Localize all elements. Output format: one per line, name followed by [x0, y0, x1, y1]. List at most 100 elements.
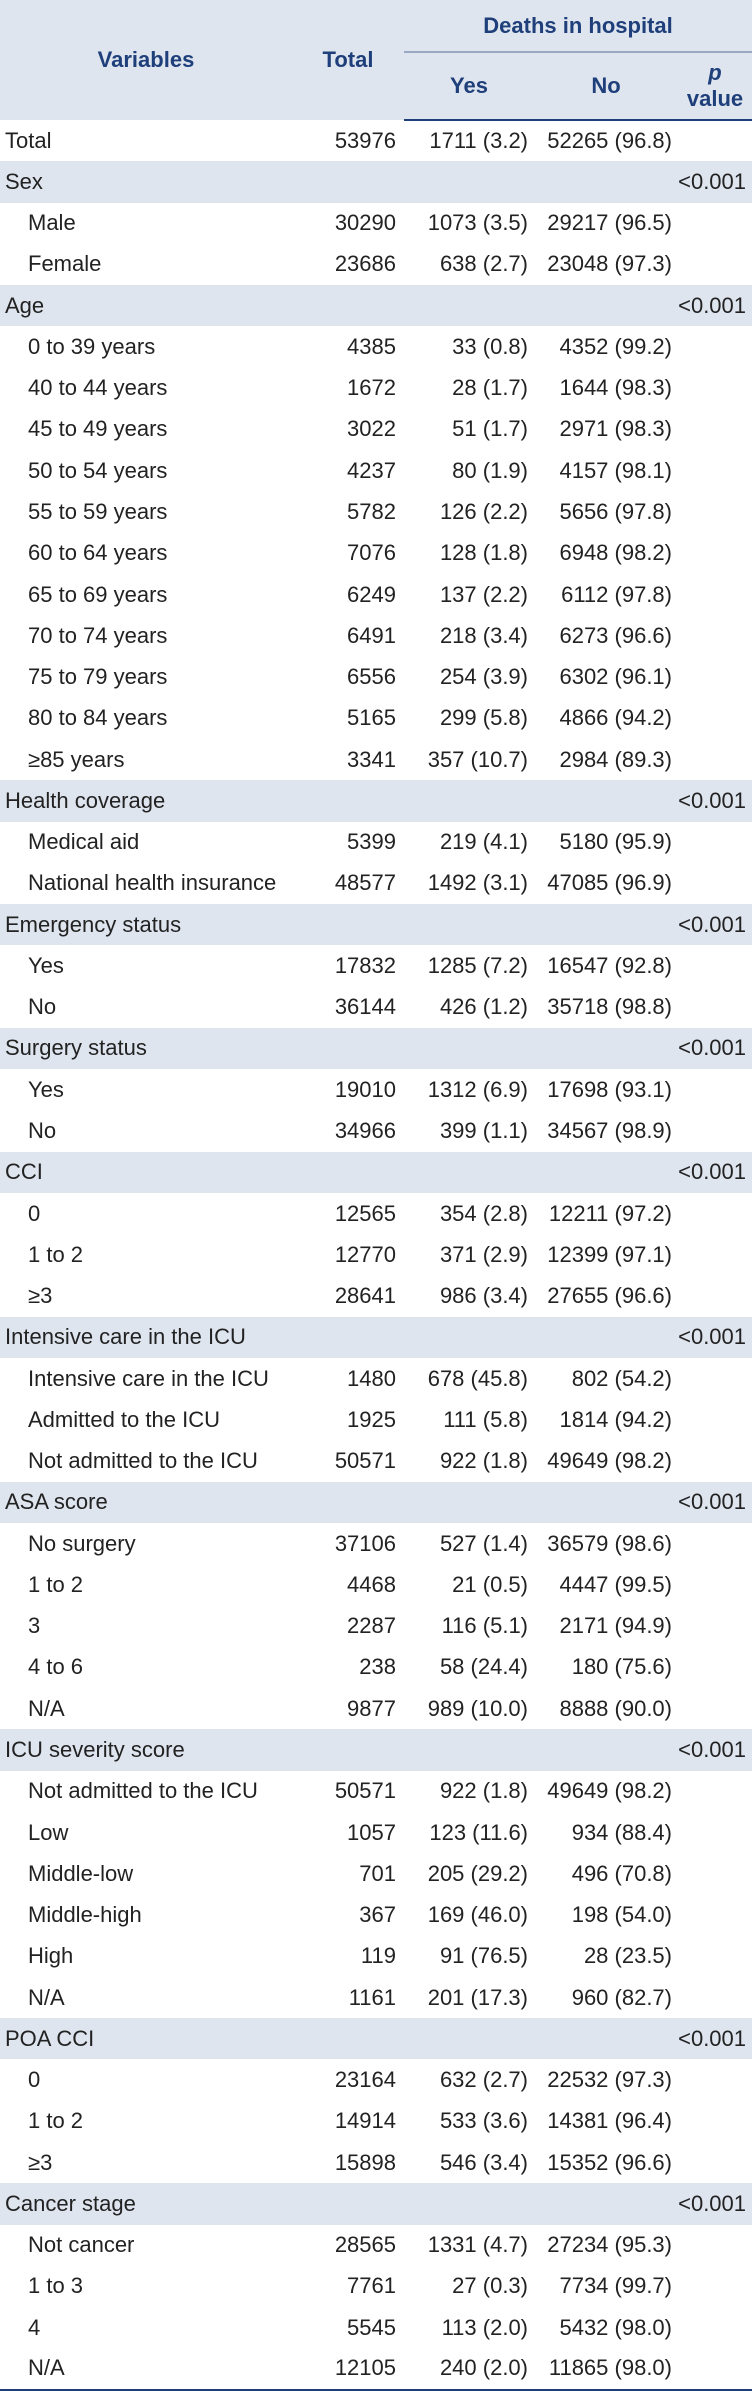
cell-total: 3341 — [292, 738, 404, 781]
cell-deaths-yes: 91 (76.5) — [404, 1935, 534, 1977]
cell-p-value — [678, 615, 752, 657]
cell-total: 4385 — [292, 326, 404, 368]
cell-deaths-no — [534, 161, 678, 203]
cell-total — [292, 780, 404, 822]
cell-deaths-no: 23048 (97.3) — [534, 243, 678, 286]
row-label: 0 — [0, 2059, 292, 2101]
cell-deaths-no — [534, 904, 678, 946]
cell-p-value — [678, 656, 752, 698]
cell-total: 1925 — [292, 1399, 404, 1441]
cell-total: 28641 — [292, 1275, 404, 1317]
cell-deaths-yes: 123 (11.6) — [404, 1811, 534, 1854]
table-row: Female 23686 638 (2.7) 23048 (97.3) — [0, 243, 752, 286]
cell-deaths-yes: 137 (2.2) — [404, 573, 534, 616]
cell-deaths-yes: 989 (10.0) — [404, 1688, 534, 1730]
table-row: No surgery 37106 527 (1.4) 36579 (98.6) — [0, 1523, 752, 1565]
row-label: 0 to 39 years — [0, 326, 292, 368]
header-total: Total — [292, 0, 404, 120]
row-label: High — [0, 1935, 292, 1977]
row-label: No — [0, 1110, 292, 1152]
cell-p-value: <0.001 — [678, 1316, 752, 1358]
row-label: 3 — [0, 1605, 292, 1647]
cell-total: 701 — [292, 1853, 404, 1895]
row-label: 80 to 84 years — [0, 697, 292, 739]
table-row: No 36144 426 (1.2) 35718 (98.8) — [0, 986, 752, 1028]
cell-p-value — [678, 2059, 752, 2101]
table-row: 60 to 64 years 7076 128 (1.8) 6948 (98.2) — [0, 532, 752, 574]
category-row: Age <0.001 — [0, 285, 752, 327]
row-label: Emergency status — [0, 904, 292, 946]
cell-deaths-no: 29217 (96.5) — [534, 202, 678, 244]
cell-deaths-yes: 33 (0.8) — [404, 326, 534, 368]
cell-p-value — [678, 2224, 752, 2266]
cell-deaths-yes: 986 (3.4) — [404, 1275, 534, 1317]
cell-total: 238 — [292, 1646, 404, 1689]
cell-deaths-no — [534, 780, 678, 822]
row-label: N/A — [0, 1688, 292, 1730]
cell-deaths-yes — [404, 161, 534, 203]
cell-deaths-yes: 1312 (6.9) — [404, 1069, 534, 1111]
cell-p-value — [678, 326, 752, 368]
cell-p-value — [678, 2348, 752, 2391]
cell-total: 1161 — [292, 1976, 404, 2019]
cell-deaths-yes: 205 (29.2) — [404, 1853, 534, 1895]
cell-p-value — [678, 2142, 752, 2184]
category-row: Surgery status <0.001 — [0, 1027, 752, 1070]
table-row: 65 to 69 years 6249 137 (2.2) 6112 (97.8) — [0, 573, 752, 616]
cell-p-value — [678, 2265, 752, 2308]
cell-total: 17832 — [292, 945, 404, 987]
cell-deaths-yes: 27 (0.3) — [404, 2265, 534, 2308]
category-row: Cancer stage <0.001 — [0, 2183, 752, 2225]
table-row: Intensive care in the ICU 1480 678 (45.8) 8… — [0, 1357, 752, 1400]
table-row: 1 to 2 12770 371 (2.9) 12399 (97.1) — [0, 1234, 752, 1276]
cell-p-value — [678, 1234, 752, 1276]
cell-total: 19010 — [292, 1069, 404, 1111]
cell-deaths-yes — [404, 2183, 534, 2225]
cell-p-value — [678, 2307, 752, 2349]
row-label: Medical aid — [0, 821, 292, 863]
cell-deaths-yes: 1331 (4.7) — [404, 2224, 534, 2266]
table-row: Yes 19010 1312 (6.9) 17698 (93.1) — [0, 1069, 752, 1111]
category-row: Intensive care in the ICU <0.001 — [0, 1316, 752, 1358]
cell-deaths-yes: 354 (2.8) — [404, 1192, 534, 1235]
cell-deaths-no: 2171 (94.9) — [534, 1605, 678, 1647]
row-label: ASA score — [0, 1481, 292, 1524]
table-row: 4 5545 113 (2.0) 5432 (98.0) — [0, 2307, 752, 2349]
cell-deaths-no: 12399 (97.1) — [534, 1234, 678, 1276]
cell-p-value — [678, 1399, 752, 1441]
cell-deaths-yes — [404, 1027, 534, 1070]
cell-deaths-no: 802 (54.2) — [534, 1357, 678, 1400]
cell-deaths-no: 496 (70.8) — [534, 1853, 678, 1895]
row-label: No — [0, 986, 292, 1028]
cell-p-value — [678, 491, 752, 533]
cell-p-value: <0.001 — [678, 1027, 752, 1070]
cell-deaths-no: 12211 (97.2) — [534, 1192, 678, 1235]
cell-deaths-yes: 126 (2.2) — [404, 491, 534, 533]
row-label: 4 — [0, 2307, 292, 2349]
cell-deaths-no: 180 (75.6) — [534, 1646, 678, 1689]
cell-deaths-no: 28 (23.5) — [534, 1935, 678, 1977]
row-label: 1 to 2 — [0, 2100, 292, 2143]
cell-p-value — [678, 1440, 752, 1482]
cell-deaths-no: 5656 (97.8) — [534, 491, 678, 533]
table-row: 80 to 84 years 5165 299 (5.8) 4866 (94.2) — [0, 697, 752, 739]
table-row: N/A 12105 240 (2.0) 11865 (98.0) — [0, 2348, 752, 2391]
cell-deaths-no — [534, 1729, 678, 1771]
table-row: Not admitted to the ICU 50571 922 (1.8) 496… — [0, 1440, 752, 1482]
cell-deaths-no: 4866 (94.2) — [534, 697, 678, 739]
cell-p-value — [678, 1811, 752, 1854]
table-row: Medical aid 5399 219 (4.1) 5180 (95.9) — [0, 821, 752, 863]
cell-total — [292, 1027, 404, 1070]
cell-deaths-no: 6112 (97.8) — [534, 573, 678, 616]
cell-deaths-yes: 128 (1.8) — [404, 532, 534, 574]
cell-p-value — [678, 1853, 752, 1895]
cell-deaths-yes: 1285 (7.2) — [404, 945, 534, 987]
cell-deaths-no: 49649 (98.2) — [534, 1770, 678, 1812]
cell-total: 6491 — [292, 615, 404, 657]
row-label: No surgery — [0, 1523, 292, 1565]
row-label: Total — [5, 127, 52, 153]
cell-deaths-yes — [404, 1481, 534, 1524]
cell-deaths-yes: 254 (3.9) — [404, 656, 534, 698]
row-label: Not cancer — [0, 2224, 292, 2266]
